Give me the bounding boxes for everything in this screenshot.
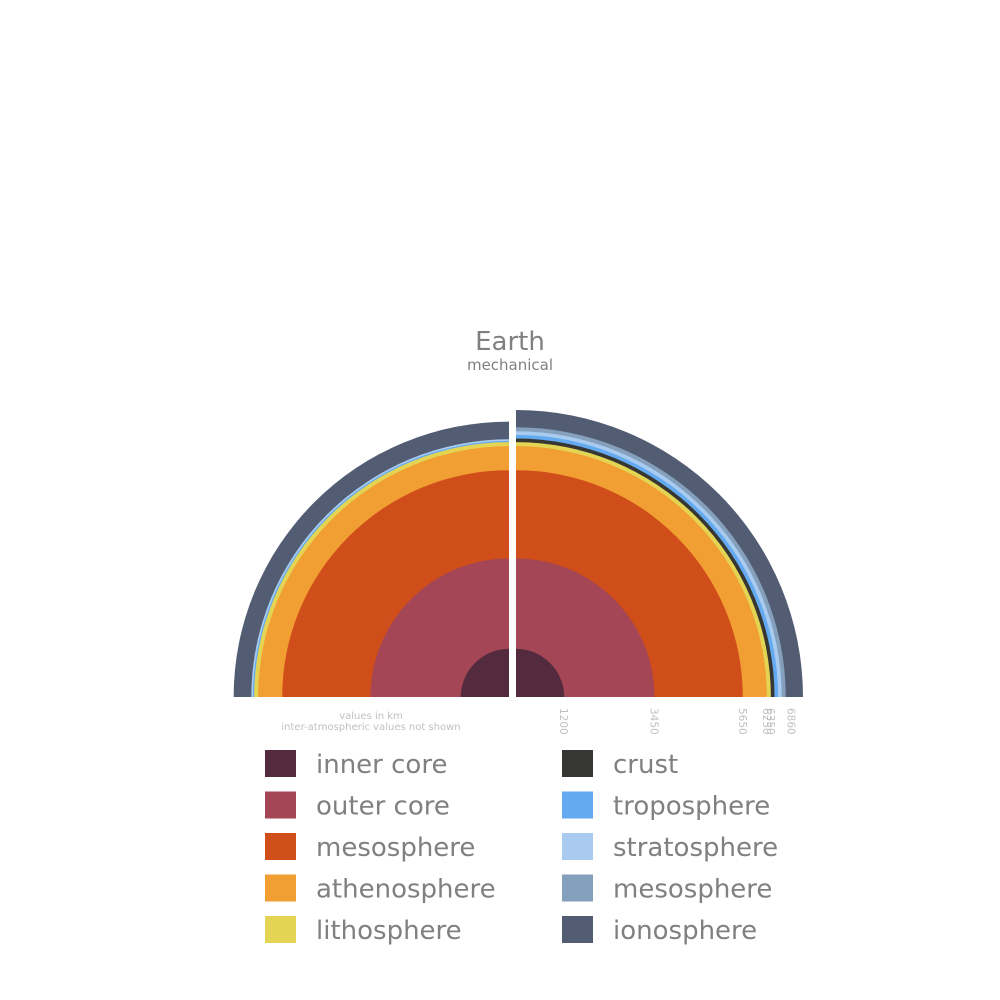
- tick-label-6350: 6350: [764, 708, 776, 735]
- legend-label-troposphere: troposphere: [613, 792, 770, 822]
- left-layer-outer-core: [370, 558, 509, 697]
- tick-label-6250: 6250: [760, 708, 772, 735]
- legend-swatch-troposphere: [562, 791, 593, 819]
- legend-swatch-ionosphere: [562, 916, 593, 943]
- units-note: values in km: [339, 711, 403, 722]
- right-half-disc: [516, 410, 803, 697]
- legend-swatch-stratosphere: [562, 833, 593, 860]
- tick-label-5650: 5650: [736, 708, 748, 735]
- legend-label-crust: crust: [613, 750, 678, 780]
- tick-label-1200: 1200: [557, 708, 569, 735]
- diagram-title: Earth: [475, 327, 545, 357]
- legend-swatch-outer-core: [265, 791, 296, 819]
- legend-swatch-lithosphere: [265, 916, 296, 943]
- left-half-disc: [233, 421, 509, 697]
- diagram-subtitle: mechanical: [467, 356, 553, 374]
- legend-swatch-mesosphere: [265, 833, 296, 860]
- legend-swatch-athenosphere: [265, 874, 296, 902]
- legend-swatch-crust: [562, 750, 593, 777]
- legend-label-athenosphere: athenosphere: [316, 875, 496, 905]
- legend-swatch-mesosphere: [562, 874, 593, 902]
- legend-label-lithosphere: lithosphere: [316, 916, 462, 946]
- legend-label-inner-core: inner core: [316, 750, 447, 780]
- legend-label-mesosphere: mesosphere: [316, 833, 475, 863]
- right-layer-outer-core: [516, 558, 655, 697]
- legend: inner core outer core mesosphere athenosphe…: [265, 750, 778, 946]
- left-layer-inner-core: [460, 648, 509, 697]
- legend-swatch-inner-core: [265, 750, 296, 777]
- legend-label-ionosphere: ionosphere: [613, 916, 757, 946]
- right-layer-inner-core: [516, 648, 565, 697]
- legend-label-mesosphere: mesosphere: [613, 875, 772, 905]
- tick-label-3450: 3450: [647, 708, 659, 735]
- tick-label-6860: 6860: [784, 708, 796, 735]
- legend-label-stratosphere: stratosphere: [613, 833, 778, 863]
- legend-label-outer-core: outer core: [316, 792, 450, 822]
- inter-atmospheric-note: inter-atmospheric values not shown: [281, 722, 460, 733]
